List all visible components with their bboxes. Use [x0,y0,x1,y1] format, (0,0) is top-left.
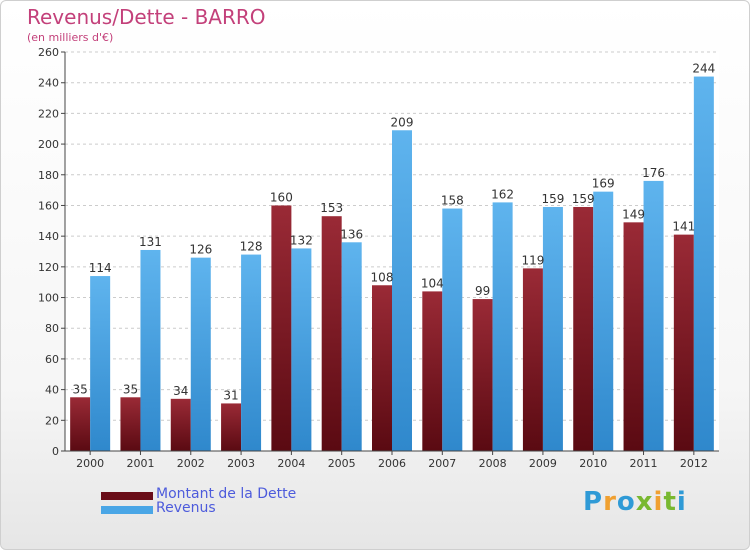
logo-letter: t [663,487,677,517]
logo-letter: o [616,487,636,517]
bar-debt [422,291,443,451]
bar-debt [70,397,91,451]
legend-swatch-revenue [101,506,153,514]
data-label-revenue: 244 [692,62,715,76]
data-label-revenue: 114 [89,261,112,275]
data-label-debt: 108 [371,270,394,284]
data-label-debt: 104 [421,276,444,290]
y-tick-label: 220 [38,107,59,120]
logo-letter: x [635,487,654,517]
y-tick-label: 260 [38,46,59,59]
x-tick-label: 2012 [680,457,708,470]
bar-debt [372,285,392,451]
y-tick-label: 100 [38,292,59,305]
y-tick-label: 0 [52,445,59,458]
bar-debt [472,299,493,451]
data-label-revenue: 131 [139,235,162,249]
x-tick-label: 2010 [579,457,607,470]
legend-label-revenue: Revenus [156,500,216,516]
data-label-debt: 35 [123,382,138,396]
y-tick-label: 240 [38,77,59,90]
bar-revenue [492,202,513,451]
data-label-revenue: 126 [189,243,212,257]
y-tick-label: 180 [38,169,59,182]
bar-revenue [392,130,412,451]
bar-debt [120,397,141,451]
chart-subtitle: (en milliers d'€) [27,31,114,44]
bar-debt [573,206,594,451]
bar-debt [623,222,644,451]
y-tick-label: 140 [38,230,59,243]
bar-debt [271,205,292,451]
bar-revenue [241,254,262,451]
data-label-debt: 31 [223,388,238,402]
data-label-revenue: 162 [491,187,514,201]
x-tick-label: 2007 [428,457,456,470]
legend-swatch-debt [101,492,153,500]
logo-letter: r [603,487,617,517]
bar-revenue [190,257,211,451]
bar-revenue [90,276,111,451]
y-tick-label: 40 [45,384,59,397]
bar-debt [221,403,242,451]
x-tick-label: 2002 [177,457,205,470]
data-label-debt: 159 [572,192,595,206]
bar-revenue [291,248,312,451]
x-tick-label: 2005 [328,457,356,470]
proxiti-logo: Proxiti [583,487,687,517]
data-label-debt: 141 [672,220,695,234]
bar-revenue [693,76,714,452]
x-tick-label: 2003 [227,457,255,470]
data-label-revenue: 169 [592,177,615,191]
data-label-debt: 119 [521,253,544,267]
logo-letter: P [583,487,604,517]
logo-letter: i [676,487,687,517]
y-tick-label: 160 [38,199,59,212]
data-label-revenue: 132 [290,233,313,247]
data-label-debt: 99 [475,284,490,298]
axis-layer [61,51,719,455]
y-tick-label: 120 [38,261,59,274]
y-tick-label: 20 [45,414,59,427]
bars-layer [70,76,714,452]
data-label-revenue: 128 [240,240,263,254]
y-tick-label: 200 [38,138,59,151]
data-label-revenue: 176 [642,166,665,180]
bar-revenue [140,249,161,451]
data-label-debt: 153 [320,201,343,215]
x-tick-label: 2009 [529,457,557,470]
data-label-revenue: 158 [441,194,464,208]
x-tick-label: 2001 [126,457,154,470]
bar-revenue [341,242,362,451]
bar-debt [522,268,543,451]
bar-revenue [643,180,664,451]
bar-revenue [442,208,463,451]
data-label-debt: 149 [622,207,645,221]
data-label-revenue: 136 [340,227,363,241]
data-label-revenue: 209 [391,115,414,129]
data-label-revenue: 159 [541,192,564,206]
x-tick-label: 2006 [378,457,406,470]
labels-layer: 0 20 40 60 80 100 120 140 160 180 200 220 240 260 2000… [38,46,715,470]
bar-revenue [593,191,614,451]
bar-debt [673,234,694,451]
x-tick-label: 2004 [277,457,305,470]
chart-title: Revenus/Dette - BARRO [27,5,266,29]
x-tick-label: 2000 [76,457,104,470]
legend-label-debt: Montant de la Dette [156,486,297,502]
x-tick-label: 2011 [630,457,658,470]
bar-debt [170,398,191,451]
data-label-debt: 34 [173,384,188,398]
logo-letter: i [653,487,664,517]
bar-revenue [542,206,563,451]
y-tick-label: 60 [45,353,59,366]
data-label-debt: 35 [73,382,88,396]
bar-debt [321,216,342,451]
y-tick-label: 80 [45,322,59,335]
x-tick-label: 2008 [479,457,507,470]
data-label-debt: 160 [270,190,293,204]
